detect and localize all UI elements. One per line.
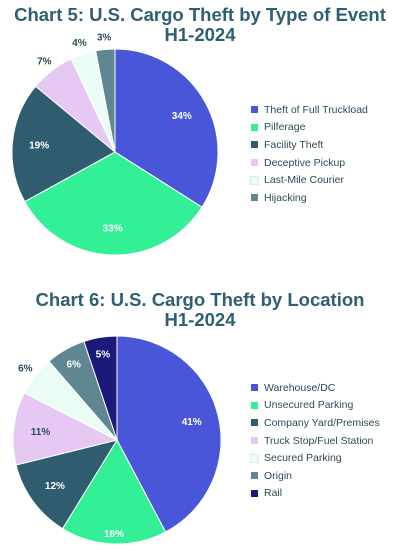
pie-slice-rail <box>83 335 118 441</box>
data-label-theft-of-full-truckload: 34% <box>172 111 192 122</box>
data-label-unsecured-parking: 16% <box>104 529 124 540</box>
legend-item-unsecured-parking: Unsecured Parking <box>251 397 380 415</box>
legend-swatch <box>250 175 259 185</box>
legend-item-last-mile-courier: Last-Mile Courier <box>250 171 368 189</box>
pie-slice-hijacking <box>95 48 116 153</box>
data-label-deceptive-pickup: 7% <box>37 56 52 67</box>
legend-swatch <box>251 106 258 114</box>
legend-item-warehouse-dc: Warehouse/DC <box>251 379 380 397</box>
chart-title-line-1: Chart 6: U.S. Cargo Theft by Location <box>35 289 365 310</box>
legend-swatch <box>251 437 258 445</box>
pie-slice-theft-of-full-truckload <box>114 48 219 208</box>
legend-item-facility-theft: Facility Theft <box>251 136 368 154</box>
legend-item-company-yard-premises: Company Yard/Premises <box>251 414 380 432</box>
legend-label: Secured Parking <box>264 452 342 465</box>
legend-swatch <box>251 401 258 409</box>
legend-label: Last-Mile Courier <box>264 174 344 187</box>
legend-label: Pilferage <box>264 121 306 134</box>
legend-swatch <box>251 419 258 427</box>
pie-slice-company-yard-premises <box>15 439 119 530</box>
data-label-last-mile-courier: 4% <box>72 38 87 49</box>
legend-label: Hijacking <box>264 191 307 204</box>
chart-5: Chart 5: U.S. Cargo Theft by Type of Eve… <box>0 0 400 270</box>
legend-item-theft-of-full-truckload: Theft of Full Truckload <box>251 101 368 119</box>
legend-item-secured-parking: Secured Parking <box>250 449 380 467</box>
legend-swatch <box>251 472 258 480</box>
legend-swatch <box>251 489 258 497</box>
pie-slice-truck-stop-fuel-station <box>12 392 119 466</box>
data-label-origin: 6% <box>66 360 81 371</box>
legend-item-deceptive-pickup: Deceptive Pickup <box>251 154 368 172</box>
legend-item-origin: Origin <box>251 467 380 485</box>
legend-swatch <box>251 384 258 392</box>
legend-item-truck-stop-fuel-station: Truck Stop/Fuel Station <box>251 432 380 450</box>
chart-title-line-1: Chart 5: U.S. Cargo Theft by Type of Eve… <box>14 4 386 25</box>
legend-swatch <box>251 159 258 167</box>
chart-legend: Theft of Full Truckload Pilferage Facility… <box>250 101 368 207</box>
chart-title-line-2: H1-2024 <box>164 309 236 330</box>
legend-item-pilferage: Pilferage <box>251 119 368 137</box>
pie-chart: 34% 33% 19% 7% 4% 3% <box>11 33 219 256</box>
chart-title-line-2: H1-2024 <box>164 24 236 45</box>
legend-item-hijacking: Hijacking <box>251 189 368 207</box>
legend-label: Theft of Full Truckload <box>264 103 368 116</box>
chart-title: Chart 6: U.S. Cargo Theft by Location H1… <box>0 290 400 330</box>
legend-label: Company Yard/Premises <box>264 416 380 429</box>
legend-label: Origin <box>264 469 293 482</box>
data-label-truck-stop-fuel-station: 11% <box>31 427 51 438</box>
data-label-secured-parking: 6% <box>18 364 33 375</box>
data-label-rail: 5% <box>96 349 111 360</box>
legend-swatch <box>251 194 258 202</box>
chart-legend: Warehouse/DC Unsecured Parking Company Yar… <box>250 379 380 503</box>
pie-slice-warehouse-dc <box>116 335 222 533</box>
legend-label: Rail <box>264 487 283 500</box>
pie-slice-unsecured-parking <box>61 438 167 545</box>
legend-swatch <box>251 141 258 149</box>
data-label-facility-theft: 19% <box>29 140 49 151</box>
legend-label: Facility Theft <box>264 138 324 151</box>
data-label-hijacking: 3% <box>97 33 112 44</box>
legend-swatch <box>250 453 259 463</box>
legend-swatch <box>251 123 258 131</box>
data-label-warehouse-dc: 41% <box>182 417 202 428</box>
data-label-pilferage: 33% <box>103 224 123 235</box>
pie-slice-facility-theft <box>11 85 116 203</box>
pie-chart: 41% 16% 12% 11% 6% 6% 5% <box>12 335 222 545</box>
data-label-company-yard-premises: 12% <box>45 481 65 492</box>
chart-title: Chart 5: U.S. Cargo Theft by Type of Eve… <box>0 5 400 45</box>
chart-6: Chart 6: U.S. Cargo Theft by Location H1… <box>0 284 400 551</box>
legend-label: Deceptive Pickup <box>264 156 346 169</box>
legend-label: Unsecured Parking <box>264 399 354 412</box>
legend-label: Truck Stop/Fuel Station <box>264 434 374 447</box>
legend-label: Warehouse/DC <box>264 381 336 394</box>
legend-item-rail: Rail <box>251 485 380 503</box>
